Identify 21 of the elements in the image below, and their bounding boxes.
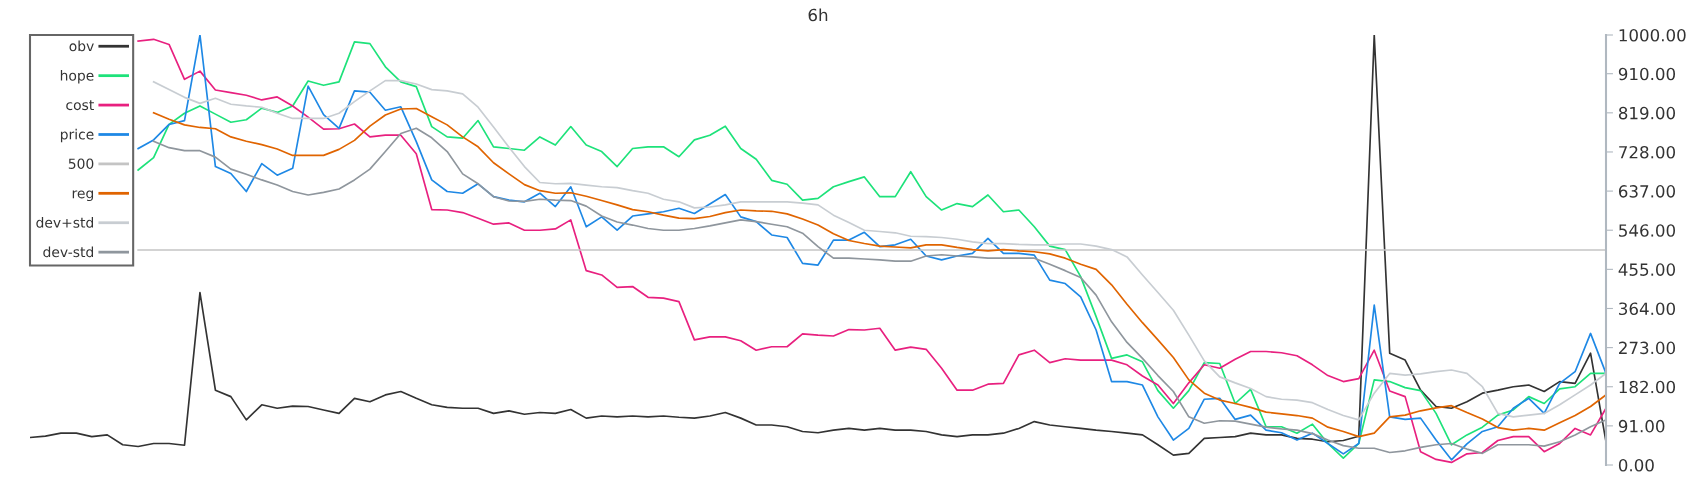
- y-tick-label: 0.00: [1618, 458, 1654, 472]
- legend-label: obv: [69, 40, 94, 52]
- legend-label: cost: [66, 100, 94, 111]
- y-tick-label: 546.00: [1619, 224, 1676, 237]
- legend-label: hope: [60, 69, 94, 84]
- y-tick-label: 637.00: [1618, 185, 1676, 198]
- legend-label: dev-std: [43, 246, 94, 258]
- y-tick-label: 455.00: [1618, 263, 1676, 276]
- chart-title: 6h: [808, 8, 828, 22]
- legend-label: dev+std: [36, 217, 94, 228]
- y-tick-label: 728.00: [1619, 145, 1676, 159]
- y-tick-label: 910.00: [1618, 67, 1676, 81]
- legend-label: 500: [68, 158, 94, 169]
- y-tick-label: 1000.00: [1619, 28, 1686, 42]
- y-tick-label: 819.00: [1618, 106, 1676, 120]
- y-tick-label: 273.00: [1619, 341, 1676, 355]
- legend-label: price: [60, 128, 94, 143]
- y-tick-label: 182.00: [1619, 380, 1676, 394]
- y-tick-label: 91.00: [1618, 419, 1665, 433]
- y-tick-label: 364.00: [1619, 302, 1676, 316]
- legend-label: reg: [72, 190, 94, 202]
